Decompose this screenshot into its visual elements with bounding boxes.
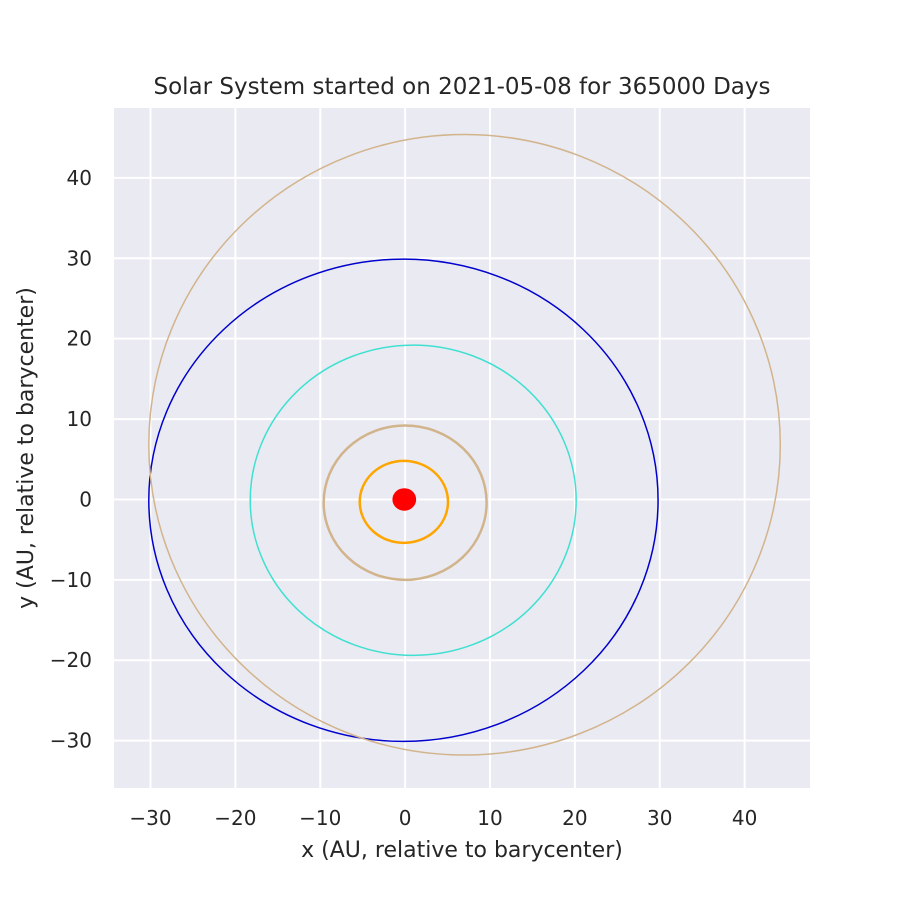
- grid-lines: [114, 108, 810, 788]
- y-tick-label: −10: [50, 568, 92, 592]
- y-tick-label: 30: [67, 246, 92, 270]
- x-tick-label: −20: [214, 806, 256, 830]
- orbit-path: [249, 344, 577, 657]
- y-tick-label: −30: [50, 729, 92, 753]
- x-tick-label: 30: [647, 806, 672, 830]
- x-tick-labels: −30 −20 −10 0 10 20 30 40: [129, 806, 757, 830]
- sun-marker: [392, 488, 417, 511]
- orbit-path: [358, 459, 450, 545]
- y-axis-label: y (AU, relative to barycenter): [14, 287, 39, 609]
- y-tick-label: −20: [50, 648, 92, 672]
- x-axis-label: x (AU, relative to barycenter): [301, 838, 623, 863]
- x-tick-label: 10: [477, 806, 502, 830]
- y-tick-label: 20: [67, 327, 92, 351]
- x-tick-label: −30: [129, 806, 171, 830]
- chart-title: Solar System started on 2021-05-08 for 3…: [153, 74, 770, 100]
- x-tick-label: 20: [562, 806, 587, 830]
- orbit-path: [148, 258, 659, 743]
- orbit-path: [148, 133, 782, 756]
- orbit-series: [148, 133, 782, 756]
- y-tick-labels: −30 −20 −10 0 10 20 30 40: [50, 166, 92, 753]
- x-tick-label: −10: [299, 806, 341, 830]
- orbit-path: [322, 424, 488, 582]
- x-tick-label: 40: [732, 806, 757, 830]
- y-tick-label: 0: [79, 487, 92, 511]
- y-tick-label: 40: [67, 166, 92, 190]
- y-tick-label: 10: [67, 407, 92, 431]
- x-tick-label: 0: [399, 806, 412, 830]
